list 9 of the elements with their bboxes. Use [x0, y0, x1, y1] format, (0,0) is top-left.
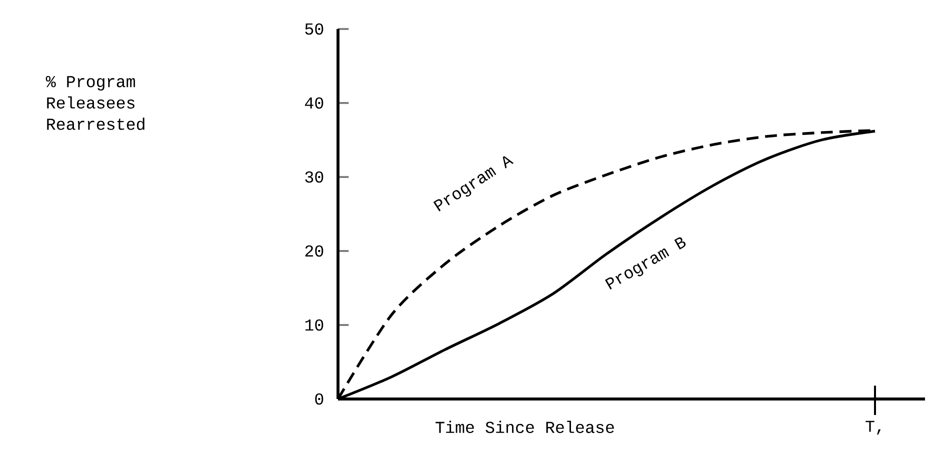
y-tick-label: 50 [305, 23, 324, 35]
text: T, [866, 420, 881, 435]
text: % Program Releasees Rearrested [46, 76, 144, 130]
y-tick-label: 10 [305, 319, 324, 331]
y-tick-label: 40 [305, 97, 324, 109]
y-tick-label: 30 [305, 171, 324, 183]
y-tick-label: 20 [305, 245, 324, 257]
x-axis-title: Time Since Release [436, 420, 614, 434]
y-tick-label: 0 [315, 393, 324, 405]
